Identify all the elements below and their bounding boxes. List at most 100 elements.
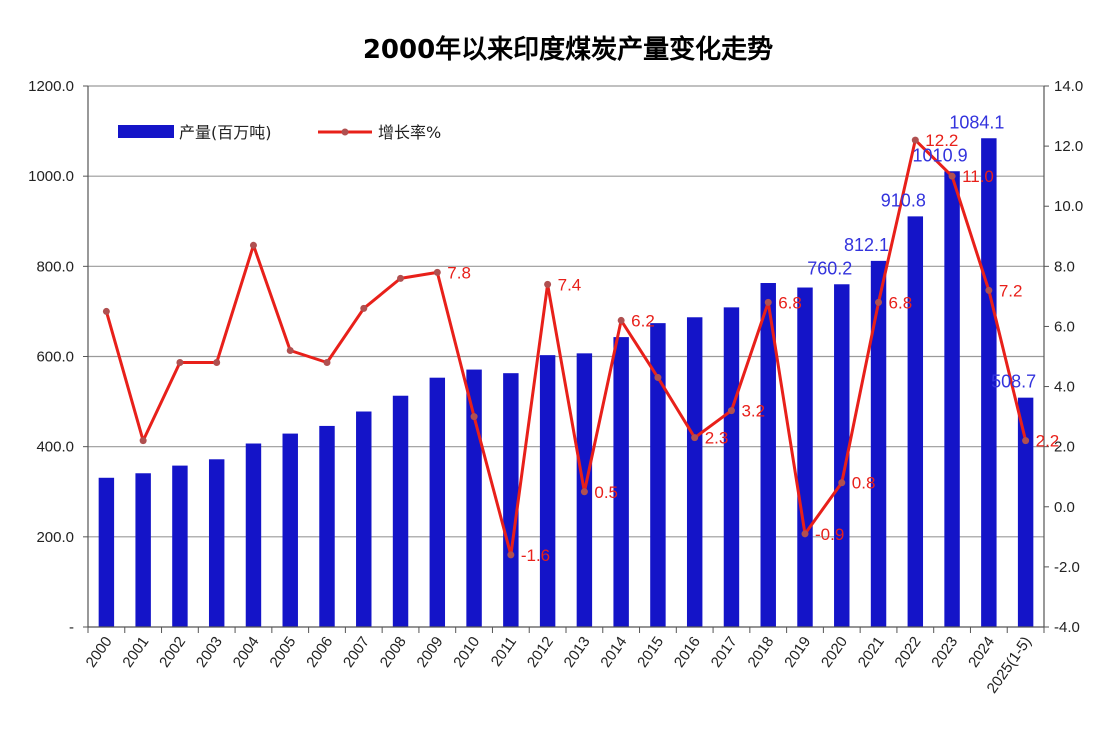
bar [944,171,960,628]
line-point [176,359,184,367]
line-point [1022,437,1030,445]
bar-value-label: 910.8 [881,190,926,210]
line-point [360,304,368,312]
line-point [580,488,588,496]
line-value-label: 0.8 [852,474,876,493]
bar [907,216,924,628]
right-axis-ticks: -4.0 -2.0 0.0 2.0 4.0 6.0 8.0 10.0 12.0 14.0 [1054,78,1083,636]
legend-bar-label: 产量(百万吨) [179,123,272,142]
y-left-tick-label: 400.0 [36,439,74,456]
line-point [544,280,552,288]
bar [834,284,850,627]
line-point [617,316,625,324]
line-point [911,136,919,144]
line-value-label: 6.8 [778,293,802,312]
line-point [286,346,294,354]
line-point [470,413,478,421]
bar [870,260,887,627]
line-point [948,172,956,180]
y-right-tick-label: 0.0 [1054,499,1075,516]
bar [760,283,776,627]
line-value-label: 11.0 [962,167,994,186]
line-point [102,307,110,315]
bar [723,307,740,627]
line-value-label: 2.2 [1036,432,1060,451]
line-value-label: 0.5 [594,483,618,502]
line-series [102,136,1030,559]
y-left-tick-label: 800.0 [36,258,74,275]
bar [319,425,335,627]
bar [466,369,482,627]
line-point [397,274,405,282]
growth-line [104,138,1028,557]
y-left-tick-label: 1200.0 [28,78,74,95]
y-right-tick-label: 4.0 [1054,379,1075,396]
line-point [139,437,147,445]
line-point [985,286,993,294]
line-point [875,298,883,306]
line-point [801,530,809,538]
line-point [213,359,221,367]
y-right-tick-label: 6.0 [1054,318,1075,335]
y-right-tick-label: -2.0 [1054,559,1080,576]
bar [650,323,666,627]
y-left-tick-label: 600.0 [36,349,74,366]
y-right-tick-label: -4.0 [1054,619,1080,636]
bar [503,373,519,627]
bar-value-label: 1010.9 [913,145,968,165]
line-point [727,407,735,415]
line-value-label: 6.2 [631,311,655,330]
line-point [838,479,846,487]
bar [392,395,409,627]
bar [686,317,703,627]
y-right-tick-label: 2.0 [1054,439,1075,456]
bar [981,138,997,627]
bar-value-label: 508.7 [991,372,1036,392]
line-value-label: 6.8 [889,293,913,312]
y-right-tick-label: 8.0 [1054,258,1075,275]
axes [83,85,1049,633]
bar [429,377,446,627]
bar-value-label: 812.1 [844,235,889,255]
y-right-tick-label: 10.0 [1054,198,1083,215]
chart-title: 2000年以来印度煤炭产量变化走势 [363,34,773,65]
line-point [323,359,331,367]
legend-line-label: 增长率% [378,123,441,142]
data-labels: 760.2 812.1 910.8 1010.9 1084.1 508.7 7.8 -1.6 7… [447,112,1059,565]
bar [356,411,372,627]
y-right-tick-label: 14.0 [1054,78,1083,95]
bar [98,477,115,627]
line-value-label: 3.2 [741,402,765,421]
line-point [249,241,257,249]
y-left-tick-label: 200.0 [36,529,74,546]
legend-bar-swatch [118,125,174,138]
bar [172,465,188,627]
line-point [764,298,772,306]
line-point [691,434,699,442]
y-left-tick-label: - [69,619,74,636]
left-axis-ticks: - 200.0 400.0 600.0 800.0 1000.0 1200.0 [28,78,74,636]
bar [282,433,298,627]
line-point [433,268,441,276]
y-right-tick-label: 12.0 [1054,138,1083,155]
bar-value-label: 760.2 [807,258,852,278]
line-value-label: -1.6 [521,546,550,565]
line-value-label: 2.3 [705,429,729,448]
bar [135,473,151,627]
bar [245,443,262,627]
line-value-label: 7.4 [558,275,582,294]
bar [208,459,225,627]
line-point [654,374,662,382]
line-value-label: 12.2 [925,131,958,150]
line-value-label: 7.8 [447,263,471,282]
legend: 产量(百万吨) 增长率% [118,123,441,142]
bar [539,355,556,627]
bar [613,337,629,627]
y-left-tick-label: 1000.0 [28,168,74,185]
bar-series [98,138,1034,628]
line-point [507,551,515,559]
legend-line-marker [341,128,349,136]
line-value-label: -0.9 [815,525,844,544]
line-value-label: 7.2 [999,281,1023,300]
